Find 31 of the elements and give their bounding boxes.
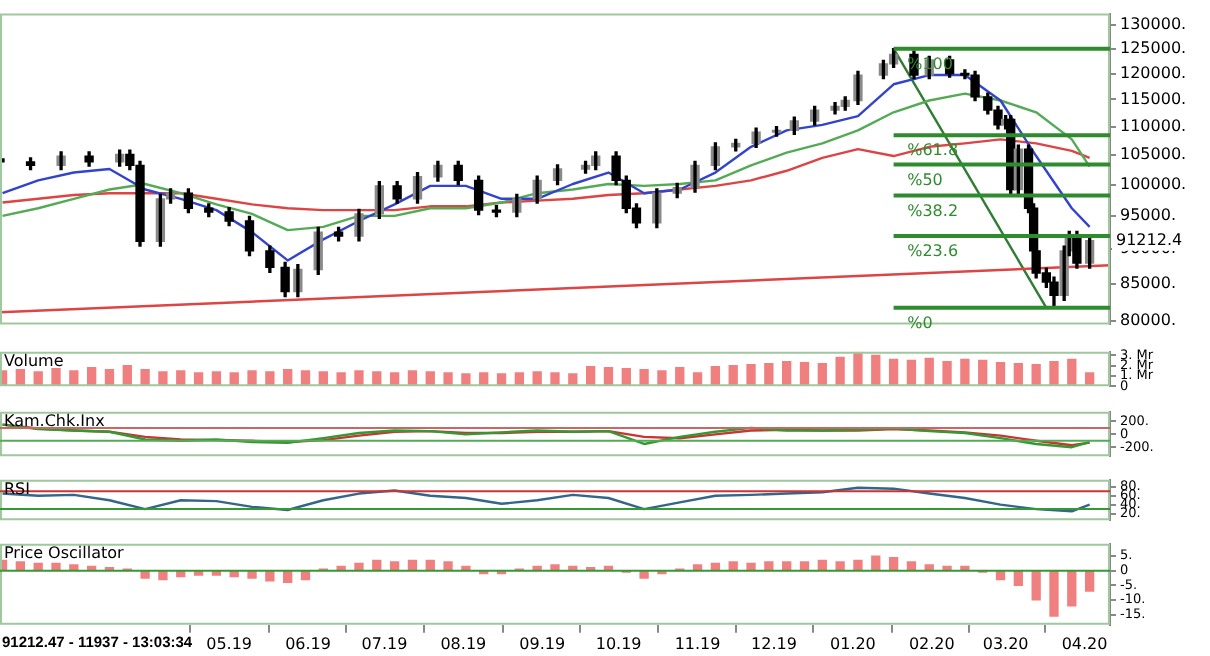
x-tick-label: 07.19 <box>361 634 408 653</box>
x-tick-label: 05.19 <box>206 634 253 653</box>
chart-title: Kam.Chk.Inx <box>4 411 106 430</box>
x-tick-label: 12.19 <box>751 634 797 653</box>
x-tick-label: 11.19 <box>674 634 721 653</box>
annotation: %50 <box>907 170 943 189</box>
y-tick-label: 85000. <box>1120 273 1176 292</box>
y-tick-label: 120000. <box>1120 63 1187 82</box>
y-tick-label: 95000. <box>1120 206 1176 225</box>
y-tick-label: 110000. <box>1120 116 1187 135</box>
chart-title: Volume <box>4 351 64 370</box>
y-tick-label: 115000. <box>1120 89 1187 108</box>
x-tick-label: 08.19 <box>440 634 487 653</box>
x-tick-label: 10.19 <box>595 634 642 653</box>
x-tick-label: 06.19 <box>285 634 331 653</box>
x-tick-label: 01.20 <box>829 634 876 653</box>
y-tick-label: 105000. <box>1120 145 1187 164</box>
annotation: %38.2 <box>907 201 959 220</box>
y-tick-label: 125000. <box>1120 38 1187 57</box>
x-tick-label: 04.20 <box>1061 634 1108 653</box>
y-tick-label: 130000. <box>1120 14 1187 33</box>
annotation: 91212.4 <box>1116 230 1183 249</box>
x-tick-label: 03.20 <box>982 634 1029 653</box>
annotation: %100 <box>907 54 953 73</box>
y-tick-label: 80000. <box>1120 310 1176 329</box>
annotation: %0 <box>907 313 933 332</box>
annotation: %23.6 <box>907 242 959 261</box>
x-tick-label: 02.20 <box>908 634 955 653</box>
x-tick-label: 09.19 <box>519 634 566 653</box>
chart-title: Price Oscillator <box>4 543 126 562</box>
y-tick-label: 100000. <box>1120 174 1187 193</box>
